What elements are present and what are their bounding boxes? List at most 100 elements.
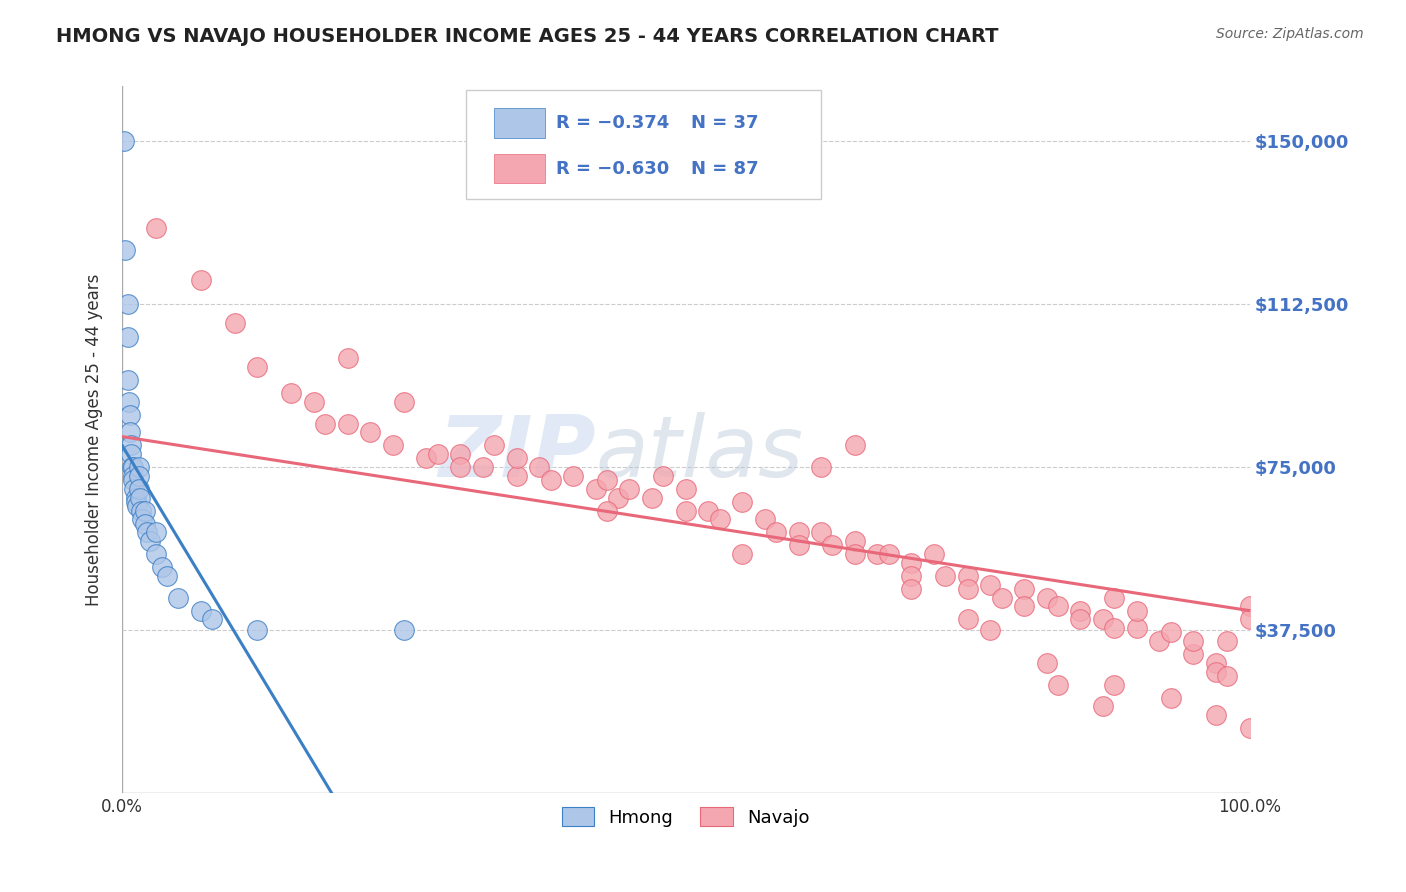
- Text: R = −0.630: R = −0.630: [557, 160, 669, 178]
- Point: [1126, 621, 1149, 635]
- Point: [844, 547, 866, 561]
- Point: [128, 460, 150, 475]
- Bar: [494, 108, 546, 138]
- Point: [145, 547, 167, 561]
- Point: [112, 134, 135, 148]
- Point: [190, 273, 212, 287]
- Point: [810, 460, 832, 475]
- Point: [787, 525, 810, 540]
- Point: [1216, 634, 1239, 648]
- Y-axis label: Householder Income Ages 25 - 44 years: Householder Income Ages 25 - 44 years: [86, 274, 103, 606]
- Point: [529, 460, 551, 475]
- Point: [124, 495, 146, 509]
- Point: [1035, 656, 1057, 670]
- Point: [956, 582, 979, 596]
- Point: [145, 525, 167, 540]
- Text: atlas: atlas: [596, 412, 804, 495]
- Point: [134, 503, 156, 517]
- Point: [652, 468, 675, 483]
- Point: [1239, 721, 1261, 735]
- Point: [1126, 604, 1149, 618]
- Text: HMONG VS NAVAJO HOUSEHOLDER INCOME AGES 25 - 44 YEARS CORRELATION CHART: HMONG VS NAVAJO HOUSEHOLDER INCOME AGES …: [56, 27, 998, 45]
- Point: [956, 569, 979, 583]
- Point: [124, 482, 146, 496]
- Point: [392, 394, 415, 409]
- Point: [607, 491, 630, 505]
- Point: [1046, 677, 1069, 691]
- Point: [118, 394, 141, 409]
- Point: [135, 525, 157, 540]
- Point: [697, 503, 720, 517]
- FancyBboxPatch shape: [465, 90, 821, 200]
- Point: [122, 460, 145, 475]
- Point: [1216, 669, 1239, 683]
- Point: [1149, 634, 1171, 648]
- Text: N = 87: N = 87: [692, 160, 759, 178]
- Point: [280, 386, 302, 401]
- Point: [392, 623, 415, 637]
- Point: [934, 569, 956, 583]
- Point: [754, 512, 776, 526]
- Text: N = 37: N = 37: [692, 114, 759, 132]
- Point: [979, 623, 1001, 637]
- Point: [156, 569, 179, 583]
- Point: [1205, 708, 1227, 723]
- Point: [117, 373, 139, 387]
- Text: Source: ZipAtlas.com: Source: ZipAtlas.com: [1216, 27, 1364, 41]
- Point: [1046, 599, 1069, 614]
- Point: [787, 538, 810, 552]
- Point: [1239, 599, 1261, 614]
- Point: [117, 329, 139, 343]
- Point: [1012, 582, 1035, 596]
- Point: [1069, 612, 1091, 626]
- Point: [125, 499, 148, 513]
- Point: [117, 297, 139, 311]
- Point: [585, 482, 607, 496]
- Point: [1239, 612, 1261, 626]
- Point: [900, 582, 922, 596]
- Point: [922, 547, 945, 561]
- Point: [675, 503, 697, 517]
- Point: [641, 491, 664, 505]
- Point: [336, 351, 359, 366]
- Point: [128, 468, 150, 483]
- Point: [1205, 656, 1227, 670]
- Point: [121, 460, 143, 475]
- Point: [900, 569, 922, 583]
- Point: [505, 468, 527, 483]
- Point: [471, 460, 494, 475]
- Point: [505, 451, 527, 466]
- Point: [224, 317, 246, 331]
- Point: [844, 534, 866, 549]
- Point: [709, 512, 731, 526]
- Point: [765, 525, 787, 540]
- Point: [381, 438, 404, 452]
- Point: [877, 547, 900, 561]
- Point: [449, 447, 471, 461]
- Point: [122, 468, 145, 483]
- Point: [540, 473, 562, 487]
- Point: [866, 547, 889, 561]
- Point: [1035, 591, 1057, 605]
- Point: [129, 503, 152, 517]
- Point: [1160, 625, 1182, 640]
- Point: [482, 438, 505, 452]
- Text: R = −0.374: R = −0.374: [557, 114, 669, 132]
- Point: [990, 591, 1012, 605]
- Point: [1160, 690, 1182, 705]
- Point: [1091, 612, 1114, 626]
- Bar: [494, 153, 546, 184]
- Point: [246, 359, 269, 374]
- Point: [1104, 591, 1126, 605]
- Point: [336, 417, 359, 431]
- Point: [150, 560, 173, 574]
- Point: [120, 447, 142, 461]
- Point: [128, 482, 150, 496]
- Point: [167, 591, 190, 605]
- Point: [1182, 647, 1205, 661]
- Point: [139, 534, 162, 549]
- Point: [120, 438, 142, 452]
- Point: [979, 577, 1001, 591]
- Text: ZIP: ZIP: [439, 412, 596, 495]
- Point: [134, 516, 156, 531]
